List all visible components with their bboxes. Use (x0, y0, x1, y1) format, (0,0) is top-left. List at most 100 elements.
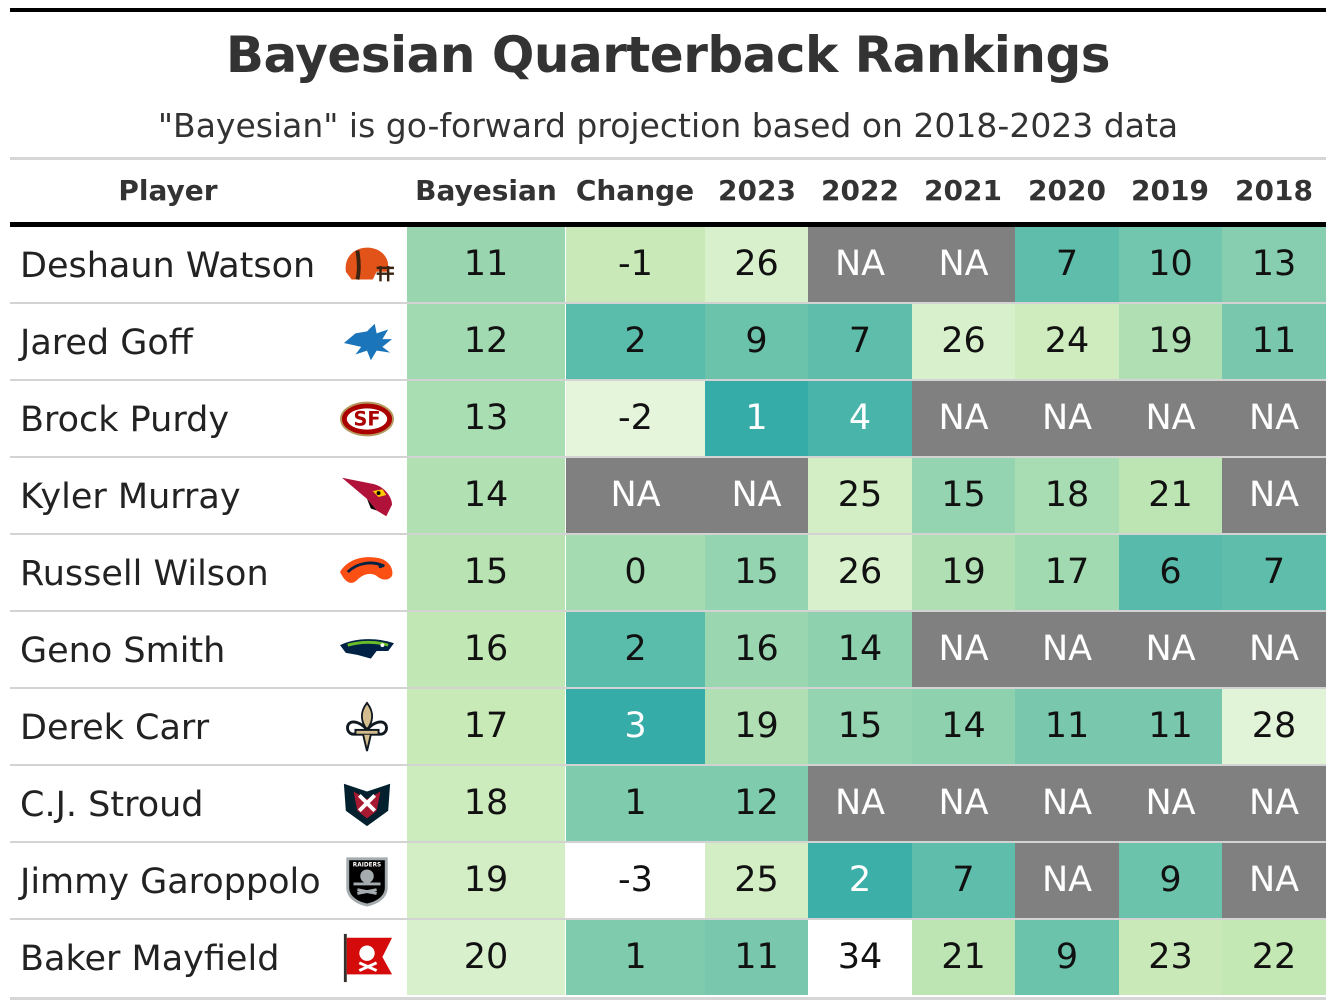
column-header: 2020 (1028, 174, 1106, 207)
table-row: Russell Wilson 15 0 15 26 19 17 6 7 (10, 535, 1326, 612)
cardinals-icon (338, 470, 396, 522)
data-cell: 9 (1015, 920, 1119, 995)
data-cell: 13 (407, 381, 565, 456)
row-divider (10, 533, 1326, 535)
data-cell: NA (1015, 381, 1119, 456)
table-row: Geno Smith 16 2 16 14 NA NA NA NA (10, 612, 1326, 689)
raiders-shield-icon: RAIDERS (338, 855, 396, 907)
texans-icon (338, 778, 396, 830)
data-cell: 6 (1119, 535, 1222, 610)
data-cell: 7 (912, 843, 1015, 918)
data-cell: 19 (705, 689, 808, 764)
player-name: Baker Mayfield (20, 939, 280, 979)
column-header: 2022 (821, 174, 899, 207)
data-cell: 11 (407, 227, 565, 302)
data-cell: NA (1015, 612, 1119, 687)
column-header: 2019 (1131, 174, 1209, 207)
data-cell: 15 (705, 535, 808, 610)
data-cell: NA (912, 766, 1015, 841)
data-cell: 25 (705, 843, 808, 918)
data-cell: NA (1222, 612, 1326, 687)
data-cell: 12 (705, 766, 808, 841)
data-cell: 13 (1222, 227, 1326, 302)
row-divider (10, 918, 1326, 920)
browns-helmet-icon (338, 239, 396, 291)
row-divider (10, 841, 1326, 843)
column-header: Change (575, 174, 695, 207)
row-divider (10, 302, 1326, 304)
data-cell: -2 (566, 381, 705, 456)
data-cell: 2 (566, 304, 705, 379)
data-cell: NA (1015, 766, 1119, 841)
data-cell: 9 (705, 304, 808, 379)
data-cell: NA (1015, 843, 1119, 918)
data-cell: 11 (1222, 304, 1326, 379)
data-cell: 17 (1015, 535, 1119, 610)
data-cell: 2 (566, 612, 705, 687)
data-cell: NA (705, 458, 808, 533)
data-cell: NA (912, 227, 1015, 302)
table-row: Derek Carr 17 3 19 15 14 11 11 28 (10, 689, 1326, 766)
data-cell: 18 (1015, 458, 1119, 533)
player-name: Geno Smith (20, 631, 226, 671)
player-name: C.J. Stroud (20, 785, 204, 825)
data-cell: 21 (912, 920, 1015, 995)
data-cell: 21 (1119, 458, 1222, 533)
data-cell: NA (1119, 612, 1222, 687)
data-cell: 1 (705, 381, 808, 456)
data-cell: 16 (407, 612, 565, 687)
svg-text:SF: SF (353, 408, 380, 431)
data-cell: NA (808, 766, 912, 841)
data-cell: NA (912, 612, 1015, 687)
player-name: Derek Carr (20, 708, 210, 748)
column-header: Bayesian (415, 174, 557, 207)
data-cell: 11 (705, 920, 808, 995)
row-divider (10, 379, 1326, 381)
row-divider (10, 456, 1326, 458)
data-cell: 3 (566, 689, 705, 764)
data-cell: 15 (808, 689, 912, 764)
lions-icon (338, 316, 396, 368)
column-header: 2018 (1235, 174, 1313, 207)
seahawks-icon (338, 624, 396, 676)
data-cell: 26 (808, 535, 912, 610)
data-cell: 26 (912, 304, 1015, 379)
column-header: 2023 (718, 174, 796, 207)
row-divider (10, 610, 1326, 612)
table-body: Deshaun Watson 11 -1 26 NA NA 7 10 13 Jared Goff 1… (10, 227, 1326, 997)
saints-fleur-de-lis-icon (338, 701, 396, 753)
table-row: Jared Goff 12 2 9 7 26 24 19 11 (10, 304, 1326, 381)
data-cell: NA (1222, 843, 1326, 918)
buccaneers-flag-icon (338, 932, 396, 984)
data-cell: 14 (912, 689, 1015, 764)
header-bottom-rule (10, 222, 1326, 227)
player-name: Deshaun Watson (20, 246, 316, 286)
data-cell: -1 (566, 227, 705, 302)
data-cell: 14 (808, 612, 912, 687)
data-cell: 1 (566, 766, 705, 841)
data-cell: 9 (1119, 843, 1222, 918)
data-cell: 2 (808, 843, 912, 918)
data-cell: NA (1222, 766, 1326, 841)
header-top-rule (10, 157, 1326, 160)
49ers-icon: SF (338, 393, 396, 445)
data-cell: NA (1119, 381, 1222, 456)
chart-title: Bayesian Quarterback Rankings (225, 26, 1111, 84)
table-row: Deshaun Watson 11 -1 26 NA NA 7 10 13 (10, 227, 1326, 304)
table-row: Jimmy Garoppolo RAIDERS 19 -3 25 2 7 NA 9 NA (10, 843, 1326, 920)
player-name: Jimmy Garoppolo (20, 862, 321, 902)
data-cell: 15 (407, 535, 565, 610)
data-cell: 16 (705, 612, 808, 687)
data-cell: 14 (407, 458, 565, 533)
data-cell: 19 (1119, 304, 1222, 379)
data-cell: 28 (1222, 689, 1326, 764)
data-cell: 18 (407, 766, 565, 841)
data-cell: 22 (1222, 920, 1326, 995)
data-cell: 23 (1119, 920, 1222, 995)
data-cell: 11 (1119, 689, 1222, 764)
table-row: C.J. Stroud 18 1 12 NA NA NA NA NA (10, 766, 1326, 843)
data-cell: 19 (912, 535, 1015, 610)
data-cell: 7 (1015, 227, 1119, 302)
player-name: Jared Goff (20, 323, 193, 363)
player-name: Kyler Murray (20, 477, 241, 517)
